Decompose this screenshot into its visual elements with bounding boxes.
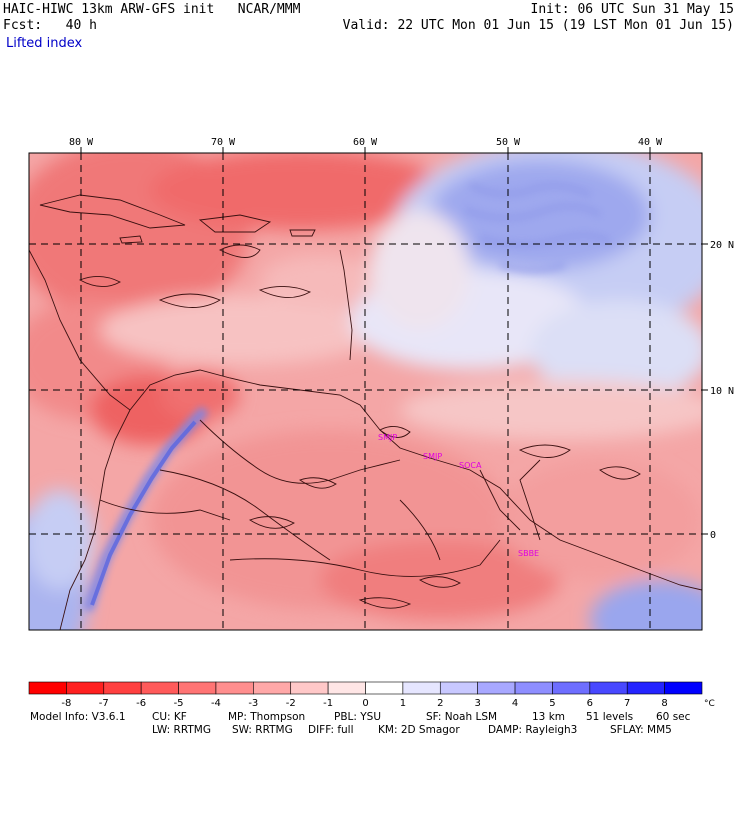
valid-time: Valid: 22 UTC Mon 01 Jun 15 (19 LST Mon … [342, 18, 734, 33]
lon-label-40w: 40 W [638, 137, 663, 148]
colorbar-tick-label: 3 [474, 698, 480, 709]
colorbar: -8 -7 -6 -5 -4 -3 -2 -1 0 1 2 3 4 5 6 7 8 °C [28, 681, 715, 709]
colorbar-swatch [626, 681, 665, 695]
run-title: HAIC-HIWC 13km ARW-GFS init NCAR/MMM [3, 2, 301, 17]
model-info-levels: 51 levels [586, 711, 634, 723]
lon-label-60w: 60 W [353, 137, 378, 148]
init-time: Init: 06 UTC Sun 31 May 15 [530, 2, 735, 17]
colorbar-tick-label: -4 [211, 698, 221, 709]
model-info-lw: LW: RRTMG [152, 724, 211, 736]
colorbar-tick-label: -7 [99, 698, 109, 709]
colorbar-tick-label: 5 [549, 698, 555, 709]
field-name: Lifted index [6, 36, 83, 51]
colorbar-swatch [253, 681, 292, 695]
lifted-index-map: 80 W 70 W 60 W 50 W 40 W 20 N 10 N 0 SMJ… [28, 137, 734, 709]
model-info-sf: SF: Noah LSM [426, 711, 498, 723]
model-info-sflay: SFLAY: MM5 [610, 724, 672, 736]
station-label: SOCA [459, 461, 482, 470]
model-info-mp: MP: Thompson [228, 711, 306, 723]
colorbar-tick-label: -6 [136, 698, 146, 709]
colorbar-swatch [589, 681, 628, 695]
colorbar-swatch [664, 681, 703, 695]
colorbar-tick-label: -8 [61, 698, 71, 709]
lat-label-20n: 20 N [710, 240, 734, 251]
coastlines [29, 194, 702, 630]
axis-ticks [80, 147, 708, 535]
colorbar-swatch [290, 681, 329, 695]
model-info-km: KM: 2D Smagor [378, 724, 460, 736]
colorbar-swatch [477, 681, 516, 695]
colorbar-swatch [402, 681, 441, 695]
colorbar-tick-label: 8 [661, 698, 667, 709]
colorbar-tick-label: 0 [362, 698, 368, 709]
colorbar-swatch [215, 681, 254, 695]
model-info-version: Model Info: V3.6.1 [30, 711, 126, 723]
colorbar-tick-label: 7 [624, 698, 630, 709]
model-info-row-1: Model Info: V3.6.1 CU: KF MP: Thompson P… [0, 711, 740, 819]
model-info-resolution: 13 km [532, 711, 566, 723]
lifted-index-field [29, 153, 702, 630]
station-label: SBBE [518, 549, 539, 558]
forecast-hour: Fcst: 40 h [3, 18, 97, 33]
colorbar-tick-label: 4 [512, 698, 518, 709]
colorbar-tick-label: 2 [437, 698, 443, 709]
colorbar-tick-label: -3 [248, 698, 258, 709]
colorbar-swatch [28, 681, 67, 695]
colorbar-swatch [514, 681, 553, 695]
colorbar-swatch [365, 681, 404, 695]
lat-label-0: 0 [710, 530, 716, 541]
colorbar-unit: °C [704, 699, 715, 709]
colorbar-swatch [439, 681, 478, 695]
colorbar-swatch [552, 681, 591, 695]
station-label: SMJP [378, 433, 397, 442]
lon-label-70w: 70 W [211, 137, 236, 148]
colorbar-swatch [140, 681, 179, 695]
lat-label-10n: 10 N [710, 386, 734, 397]
colorbar-tick-label: -1 [323, 698, 333, 709]
model-info-diff: DIFF: full [308, 724, 354, 736]
station-label: SMJP [423, 452, 442, 461]
graticule [29, 153, 702, 630]
colorbar-swatch [66, 681, 105, 695]
colorbar-tick-label: 6 [587, 698, 593, 709]
lon-label-50w: 50 W [496, 137, 521, 148]
model-info-cu: CU: KF [152, 711, 187, 723]
model-info-row-2: LW: RRTMG SW: RRTMG DIFF: full KM: 2D Sm… [0, 724, 740, 808]
colorbar-swatch [178, 681, 217, 695]
colorbar-swatch [103, 681, 142, 695]
model-info-sw: SW: RRTMG [232, 724, 293, 736]
model-info-damp: DAMP: Rayleigh3 [488, 724, 578, 736]
colorbar-tick-label: 1 [400, 698, 406, 709]
model-info-timestep: 60 sec [656, 711, 691, 723]
colorbar-tick-label: -2 [286, 698, 296, 709]
colorbar-swatch [327, 681, 366, 695]
colorbar-tick-label: -5 [174, 698, 184, 709]
lon-label-80w: 80 W [69, 137, 94, 148]
model-info-pbl: PBL: YSU [334, 711, 382, 723]
